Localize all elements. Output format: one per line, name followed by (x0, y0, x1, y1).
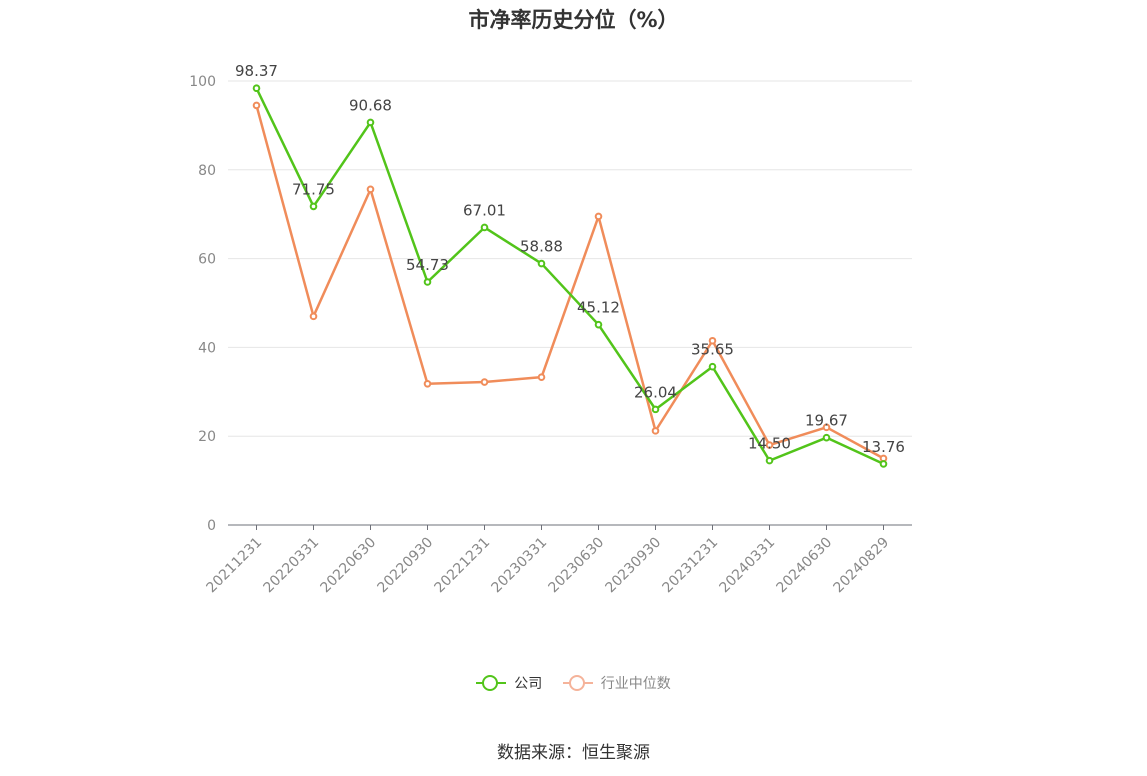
legend: 公司 行业中位数 (0, 673, 1147, 694)
data-point-1 (651, 427, 660, 435)
data-point-0 (594, 320, 603, 329)
y-tick-label: 80 (198, 163, 216, 179)
data-label: 14.50 (748, 435, 791, 453)
legend-company-swatch-icon (476, 675, 507, 691)
y-tick-label: 0 (207, 518, 216, 534)
data-point-1 (423, 380, 432, 388)
data-label: 45.12 (577, 299, 620, 317)
x-tick-label: 20230930 (603, 534, 665, 596)
data-label: 19.67 (805, 412, 848, 430)
data-point-0 (765, 456, 774, 465)
data-label: 58.88 (520, 238, 563, 256)
data-point-1 (765, 441, 774, 449)
data-point-1 (366, 185, 375, 194)
data-point-1 (537, 373, 546, 381)
data-label: 13.76 (862, 438, 905, 456)
x-tick-label: 20240630 (774, 534, 836, 596)
legend-item-company[interactable]: 公司 (476, 673, 542, 693)
data-label: 26.04 (634, 383, 677, 401)
data-point-1 (480, 378, 489, 386)
y-tick-label: 20 (198, 429, 216, 445)
data-point-0 (309, 202, 318, 211)
data-label: 54.73 (406, 256, 449, 274)
data-point-0 (537, 259, 546, 268)
data-label: 71.75 (292, 180, 335, 198)
x-tick-label: 20211231 (204, 534, 266, 596)
data-point-1 (309, 312, 318, 321)
legend-item-industry[interactable]: 行业中位数 (562, 673, 671, 693)
x-tick-label: 20230630 (546, 534, 608, 596)
y-tick-label: 100 (189, 74, 216, 90)
data-point-1 (708, 336, 717, 345)
data-label: 90.68 (349, 96, 392, 114)
data-point-0 (480, 223, 489, 232)
data-point-0 (651, 405, 660, 414)
data-point-0 (366, 118, 375, 127)
x-tick-label: 20231231 (660, 534, 722, 596)
x-tick-label: 20220630 (318, 534, 380, 596)
data-point-0 (423, 278, 432, 286)
series-line-1 (255, 105, 885, 460)
data-label: 35.65 (691, 341, 734, 359)
data-point-0 (708, 362, 717, 371)
data-label: 98.37 (235, 62, 278, 80)
data-label: 67.01 (463, 201, 506, 219)
data-point-1 (252, 101, 261, 110)
series-line-0 (255, 87, 885, 466)
x-tick-label: 20220930 (375, 534, 437, 596)
x-tick-label: 20220331 (261, 534, 323, 596)
x-tick-label: 20230331 (489, 534, 551, 596)
legend-industry-label: 行业中位数 (600, 676, 671, 692)
legend-industry-swatch-icon (562, 675, 593, 691)
data-point-0 (822, 433, 831, 442)
data-point-1 (594, 212, 603, 221)
data-source: 数据来源：恒生聚源 (497, 743, 650, 763)
x-tick-label: 20240829 (831, 534, 893, 596)
y-tick-label: 40 (198, 340, 216, 356)
y-tick-label: 60 (198, 252, 216, 268)
legend-company-label: 公司 (514, 676, 543, 692)
x-tick-label: 20221231 (432, 534, 494, 596)
data-point-1 (822, 423, 831, 432)
x-tick-label: 20240331 (717, 534, 779, 596)
data-point-0 (879, 460, 888, 468)
chart-title: 市净率历史分位（%） (468, 8, 679, 32)
data-point-0 (252, 84, 261, 93)
